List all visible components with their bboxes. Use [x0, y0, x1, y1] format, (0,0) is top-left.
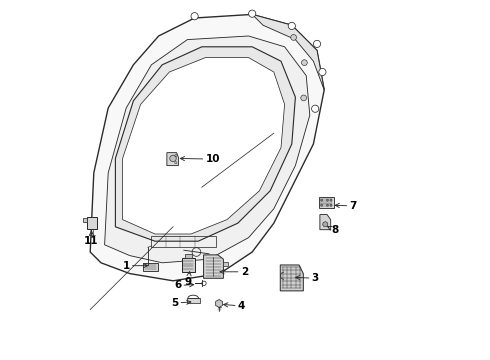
Circle shape	[170, 155, 176, 162]
Circle shape	[323, 222, 328, 227]
Polygon shape	[83, 218, 87, 222]
Text: 5: 5	[171, 298, 191, 308]
Text: 1: 1	[122, 261, 147, 271]
Polygon shape	[223, 262, 228, 266]
Circle shape	[191, 13, 198, 20]
Polygon shape	[252, 14, 324, 90]
Polygon shape	[116, 47, 295, 241]
Polygon shape	[167, 153, 178, 166]
Circle shape	[330, 204, 332, 206]
Text: 4: 4	[223, 301, 245, 311]
Circle shape	[330, 199, 332, 201]
Circle shape	[319, 68, 326, 76]
Polygon shape	[216, 300, 222, 307]
Circle shape	[326, 204, 328, 206]
Polygon shape	[182, 258, 195, 272]
Text: 2: 2	[220, 267, 248, 277]
Circle shape	[301, 60, 307, 66]
Polygon shape	[90, 14, 324, 281]
Circle shape	[320, 199, 323, 201]
Circle shape	[314, 40, 320, 48]
Circle shape	[248, 10, 256, 17]
Text: 7: 7	[335, 201, 357, 211]
Text: 11: 11	[84, 231, 98, 246]
Text: 10: 10	[180, 154, 220, 164]
Polygon shape	[204, 255, 223, 278]
Circle shape	[291, 35, 296, 40]
Text: 9: 9	[185, 271, 192, 287]
Polygon shape	[319, 197, 334, 208]
Polygon shape	[122, 58, 285, 234]
Polygon shape	[185, 254, 192, 258]
Circle shape	[312, 105, 319, 112]
Circle shape	[320, 204, 323, 206]
Text: 6: 6	[174, 280, 194, 291]
Polygon shape	[104, 36, 310, 263]
Polygon shape	[87, 217, 97, 229]
Circle shape	[326, 199, 328, 201]
Circle shape	[288, 22, 295, 30]
Circle shape	[301, 95, 307, 101]
Text: 8: 8	[327, 225, 339, 235]
Polygon shape	[320, 215, 331, 230]
Polygon shape	[280, 265, 303, 291]
Text: 3: 3	[295, 273, 319, 283]
Polygon shape	[187, 298, 199, 303]
Polygon shape	[144, 263, 158, 271]
